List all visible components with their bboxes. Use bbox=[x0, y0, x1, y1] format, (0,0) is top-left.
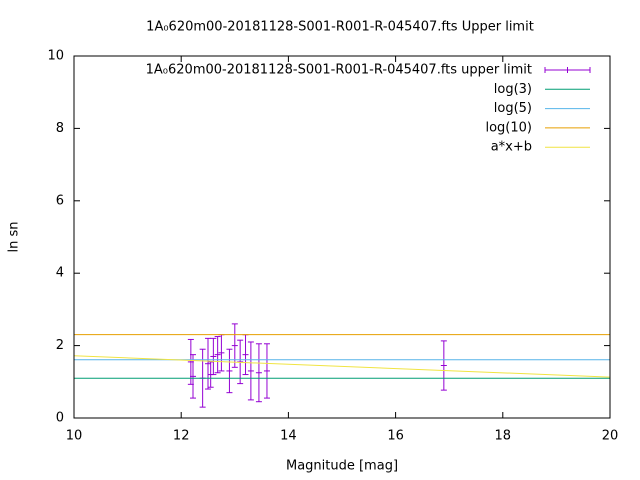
legend-label: log(5) bbox=[494, 101, 532, 116]
x-axis-label: Magnitude [mag] bbox=[286, 459, 398, 474]
error-bar bbox=[263, 343, 270, 399]
error-bar bbox=[210, 337, 217, 376]
legend-label: 1A₀620m00-20181128-S001-R001-R-045407.ft… bbox=[146, 63, 532, 78]
y-tick-label: 6 bbox=[56, 193, 64, 208]
error-bar bbox=[255, 343, 262, 403]
error-bar bbox=[214, 336, 221, 374]
y-tick-label: 10 bbox=[47, 49, 64, 64]
function-line bbox=[73, 355, 611, 378]
x-tick-label: 20 bbox=[602, 429, 619, 444]
x-tick-label: 16 bbox=[387, 429, 404, 444]
error-bar bbox=[205, 337, 211, 390]
y-axis-label: ln sn bbox=[7, 222, 22, 253]
error-bar bbox=[440, 340, 447, 391]
plot-border bbox=[73, 55, 611, 419]
error-bar bbox=[189, 354, 196, 399]
error-bar bbox=[247, 341, 254, 401]
x-tick-label: 18 bbox=[495, 429, 512, 444]
legend-label: log(10) bbox=[485, 120, 532, 135]
chart-title: 1A₀620m00-20181128-S001-R001-R-045407.ft… bbox=[146, 20, 534, 35]
y-tick-label: 4 bbox=[56, 266, 64, 281]
error-bar bbox=[226, 348, 233, 394]
y-tick-label: 8 bbox=[56, 121, 64, 136]
x-tick-label: 14 bbox=[280, 429, 297, 444]
y-tick-label: 0 bbox=[56, 411, 64, 426]
x-tick-label: 10 bbox=[66, 429, 83, 444]
x-tick-label: 12 bbox=[173, 429, 190, 444]
legend-label: log(3) bbox=[494, 82, 532, 97]
legend-label: a*x+b bbox=[491, 140, 532, 155]
y-tick-label: 2 bbox=[56, 338, 64, 353]
